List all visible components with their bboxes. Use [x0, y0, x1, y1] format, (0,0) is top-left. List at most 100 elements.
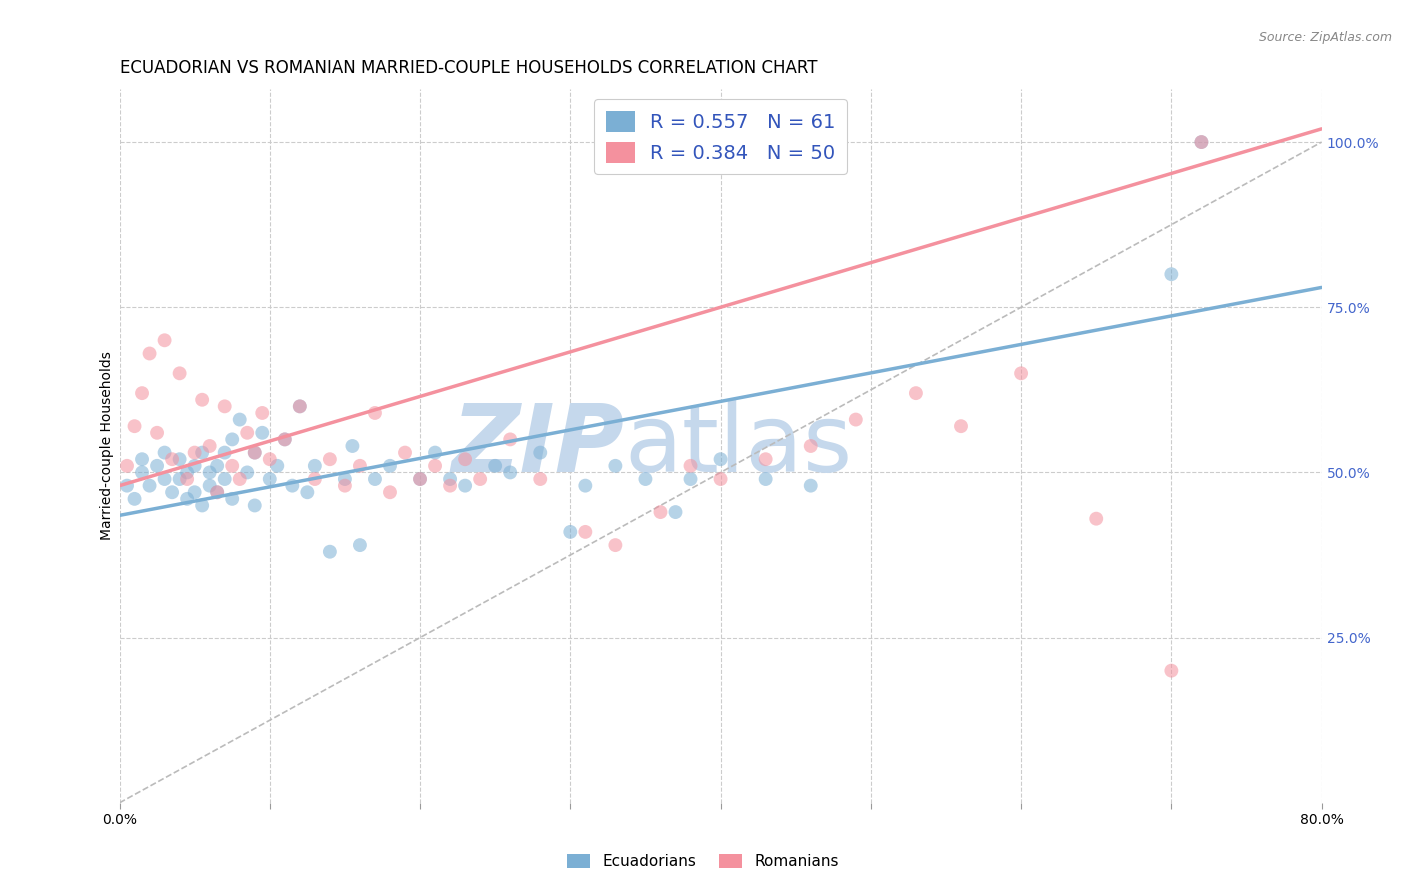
Legend: Ecuadorians, Romanians: Ecuadorians, Romanians [561, 848, 845, 875]
Point [409, 472, 432, 486]
Point [198, 478, 221, 492]
Text: ZIP: ZIP [451, 400, 624, 492]
Point [560, 524, 582, 539]
Point [664, 505, 686, 519]
Point [274, 433, 297, 447]
Point [499, 466, 522, 480]
Point [423, 458, 446, 473]
Point [349, 458, 371, 473]
Point [183, 458, 205, 473]
Point [349, 538, 371, 552]
Point [679, 472, 702, 486]
Point [191, 499, 214, 513]
Point [468, 472, 492, 486]
Point [205, 485, 228, 500]
Point [243, 445, 266, 459]
Point [176, 491, 198, 506]
Point [146, 458, 169, 473]
Point [214, 445, 236, 459]
Point [274, 433, 297, 447]
Point [221, 491, 243, 506]
Point [214, 472, 236, 486]
Point [252, 425, 274, 440]
Point [169, 452, 191, 467]
Point [131, 466, 153, 480]
Point [243, 499, 266, 513]
Point [950, 419, 973, 434]
Point [131, 452, 153, 467]
Point [198, 466, 221, 480]
Point [845, 412, 868, 426]
Y-axis label: Married-couple Households: Married-couple Households [100, 351, 114, 541]
Point [160, 452, 183, 467]
Point [236, 466, 259, 480]
Point [709, 472, 731, 486]
Point [138, 346, 160, 360]
Point [288, 400, 311, 414]
Point [228, 412, 252, 426]
Point [131, 386, 153, 401]
Point [755, 472, 778, 486]
Point [205, 485, 228, 500]
Legend: R = 0.557   N = 61, R = 0.384   N = 50: R = 0.557 N = 61, R = 0.384 N = 50 [593, 99, 848, 174]
Point [243, 445, 266, 459]
Point [124, 491, 146, 506]
Point [342, 439, 364, 453]
Point [394, 445, 416, 459]
Point [650, 505, 672, 519]
Point [221, 458, 243, 473]
Point [333, 472, 356, 486]
Point [304, 458, 326, 473]
Point [266, 458, 288, 473]
Point [1189, 135, 1212, 149]
Point [454, 478, 477, 492]
Point [319, 545, 342, 559]
Point [288, 400, 311, 414]
Point [259, 472, 281, 486]
Point [115, 478, 138, 492]
Point [333, 478, 356, 492]
Point [378, 485, 401, 500]
Point [221, 433, 243, 447]
Point [409, 472, 432, 486]
Point [191, 445, 214, 459]
Point [1189, 135, 1212, 149]
Point [679, 458, 702, 473]
Text: ECUADORIAN VS ROMANIAN MARRIED-COUPLE HOUSEHOLDS CORRELATION CHART: ECUADORIAN VS ROMANIAN MARRIED-COUPLE HO… [120, 59, 817, 77]
Point [297, 485, 319, 500]
Point [176, 472, 198, 486]
Point [183, 485, 205, 500]
Point [634, 472, 657, 486]
Point [1160, 267, 1182, 281]
Point [214, 400, 236, 414]
Point [709, 452, 731, 467]
Point [236, 425, 259, 440]
Point [304, 472, 326, 486]
Point [115, 458, 138, 473]
Point [176, 466, 198, 480]
Point [529, 472, 551, 486]
Point [198, 439, 221, 453]
Point [191, 392, 214, 407]
Point [364, 472, 387, 486]
Point [1085, 511, 1108, 525]
Point [439, 472, 461, 486]
Point [1160, 664, 1182, 678]
Point [205, 458, 228, 473]
Point [605, 458, 627, 473]
Point [574, 524, 596, 539]
Point [319, 452, 342, 467]
Point [378, 458, 401, 473]
Point [169, 367, 191, 381]
Point [800, 478, 823, 492]
Point [574, 478, 596, 492]
Point [153, 472, 176, 486]
Point [228, 472, 252, 486]
Point [423, 445, 446, 459]
Point [183, 445, 205, 459]
Point [252, 406, 274, 420]
Point [138, 478, 160, 492]
Point [124, 419, 146, 434]
Text: Source: ZipAtlas.com: Source: ZipAtlas.com [1258, 31, 1392, 45]
Point [605, 538, 627, 552]
